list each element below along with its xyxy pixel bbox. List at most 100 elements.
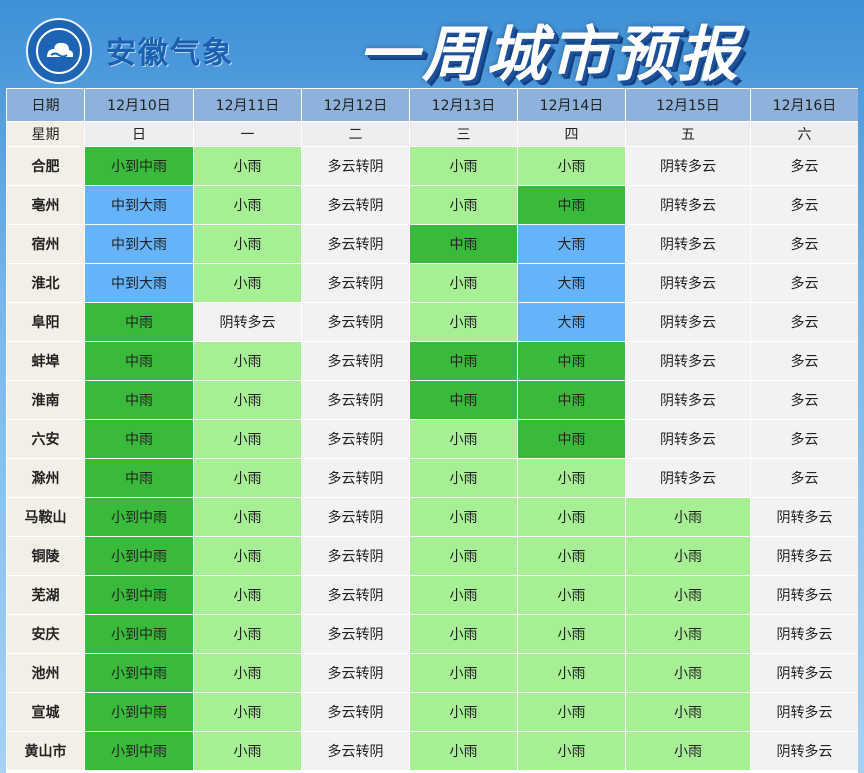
table-row: 蚌埠 中雨 小雨 多云转阴 中雨 中雨 阴转多云 多云 [6, 341, 858, 381]
forecast-cell: 中到大雨 [84, 263, 194, 303]
forecast-cell: 小雨 [193, 380, 302, 420]
forecast-cell: 小雨 [193, 575, 302, 615]
forecast-cell: 小雨 [193, 692, 302, 732]
forecast-cell: 中雨 [84, 380, 194, 420]
table-row: 滁州 中雨 小雨 多云转阴 小雨 小雨 阴转多云 多云 [6, 458, 858, 498]
weekday-row: 星期 日 一 二 三 四 五 六 [6, 121, 858, 147]
forecast-cell: 小雨 [625, 536, 751, 576]
forecast-cell: 小雨 [625, 692, 751, 732]
weekday-column-label: 星期 [6, 121, 85, 147]
meteorological-bureau-logo [26, 18, 92, 84]
forecast-cell: 阴转多云 [750, 536, 858, 576]
forecast-cell: 中雨 [409, 380, 518, 420]
forecast-cell: 多云转阴 [301, 224, 410, 264]
forecast-cell: 小雨 [517, 653, 626, 693]
forecast-cell: 中雨 [409, 224, 518, 264]
forecast-cell: 阴转多云 [750, 614, 858, 654]
city-name-cell: 滁州 [6, 458, 85, 498]
city-name-cell: 阜阳 [6, 302, 85, 342]
forecast-cell: 小雨 [409, 653, 518, 693]
city-name-cell: 淮北 [6, 263, 85, 303]
forecast-cell: 多云转阴 [301, 146, 410, 186]
city-name-cell: 合肥 [6, 146, 85, 186]
forecast-cell: 多云转阴 [301, 458, 410, 498]
forecast-cell: 阴转多云 [193, 302, 302, 342]
date-header-cell: 12月12日 [301, 88, 410, 122]
forecast-cell: 多云 [750, 146, 858, 186]
date-header-cell: 12月15日 [625, 88, 751, 122]
forecast-cell: 大雨 [517, 263, 626, 303]
forecast-cell: 小雨 [409, 419, 518, 459]
forecast-cell: 小到中雨 [84, 536, 194, 576]
forecast-cell: 阴转多云 [625, 419, 751, 459]
forecast-cell: 小雨 [193, 536, 302, 576]
forecast-cell: 小雨 [409, 731, 518, 771]
forecast-cell: 阴转多云 [625, 380, 751, 420]
table-row: 淮北 中到大雨 小雨 多云转阴 小雨 大雨 阴转多云 多云 [6, 263, 858, 303]
forecast-cell: 小雨 [193, 146, 302, 186]
forecast-cell: 小雨 [625, 497, 751, 537]
forecast-cell: 小雨 [517, 536, 626, 576]
forecast-cell: 小雨 [517, 614, 626, 654]
forecast-cell: 阴转多云 [750, 575, 858, 615]
city-name-cell: 黄山市 [6, 731, 85, 771]
forecast-cell: 小雨 [517, 497, 626, 537]
forecast-cell: 多云转阴 [301, 341, 410, 381]
city-name-cell: 蚌埠 [6, 341, 85, 381]
forecast-cell: 中到大雨 [84, 224, 194, 264]
table-row: 安庆 小到中雨 小雨 多云转阴 小雨 小雨 小雨 阴转多云 [6, 614, 858, 654]
date-column-label: 日期 [6, 88, 85, 122]
weekday-cell: 五 [625, 121, 751, 147]
weekday-cell: 六 [750, 121, 858, 147]
forecast-cell: 小到中雨 [84, 692, 194, 732]
forecast-cell: 多云转阴 [301, 497, 410, 537]
forecast-cell: 小雨 [409, 302, 518, 342]
forecast-cell: 多云转阴 [301, 575, 410, 615]
forecast-cell: 阴转多云 [625, 341, 751, 381]
forecast-table: 日期 12月10日 12月11日 12月12日 12月13日 12月14日 12… [6, 88, 858, 771]
forecast-cell: 小到中雨 [84, 146, 194, 186]
city-name-cell: 淮南 [6, 380, 85, 420]
forecast-cell: 多云 [750, 419, 858, 459]
weekday-cell: 三 [409, 121, 518, 147]
date-header-cell: 12月11日 [193, 88, 302, 122]
table-row: 黄山市 小到中雨 小雨 多云转阴 小雨 小雨 小雨 阴转多云 [6, 731, 858, 771]
forecast-cell: 多云 [750, 302, 858, 342]
forecast-cell: 阴转多云 [625, 146, 751, 186]
forecast-cell: 中雨 [409, 341, 518, 381]
cloud-emblem-icon [36, 28, 82, 74]
forecast-cell: 小雨 [625, 653, 751, 693]
forecast-cell: 小雨 [193, 224, 302, 264]
city-name-cell: 铜陵 [6, 536, 85, 576]
forecast-cell: 中雨 [517, 185, 626, 225]
forecast-cell: 中雨 [84, 341, 194, 381]
city-name-cell: 宣城 [6, 692, 85, 732]
city-name-cell: 马鞍山 [6, 497, 85, 537]
forecast-cell: 小雨 [409, 263, 518, 303]
forecast-cell: 中到大雨 [84, 185, 194, 225]
forecast-cell: 小雨 [193, 341, 302, 381]
forecast-cell: 多云 [750, 185, 858, 225]
forecast-cell: 多云转阴 [301, 185, 410, 225]
city-name-cell: 安庆 [6, 614, 85, 654]
forecast-cell: 小雨 [517, 575, 626, 615]
forecast-cell: 中雨 [84, 302, 194, 342]
weekday-cell: 二 [301, 121, 410, 147]
forecast-cell: 阴转多云 [625, 302, 751, 342]
date-header-cell: 12月16日 [750, 88, 858, 122]
forecast-cell: 小雨 [193, 653, 302, 693]
city-name-cell: 六安 [6, 419, 85, 459]
date-header-cell: 12月13日 [409, 88, 518, 122]
forecast-cell: 小雨 [409, 185, 518, 225]
forecast-cell: 小雨 [625, 614, 751, 654]
date-header-cell: 12月10日 [84, 88, 194, 122]
forecast-cell: 小雨 [517, 692, 626, 732]
date-header-cell: 12月14日 [517, 88, 626, 122]
forecast-cell: 小雨 [517, 146, 626, 186]
forecast-cell: 阴转多云 [750, 692, 858, 732]
forecast-cell: 阴转多云 [750, 731, 858, 771]
forecast-cell: 小雨 [409, 575, 518, 615]
forecast-cell: 中雨 [84, 419, 194, 459]
forecast-cell: 多云 [750, 224, 858, 264]
table-row: 芜湖 小到中雨 小雨 多云转阴 小雨 小雨 小雨 阴转多云 [6, 575, 858, 615]
